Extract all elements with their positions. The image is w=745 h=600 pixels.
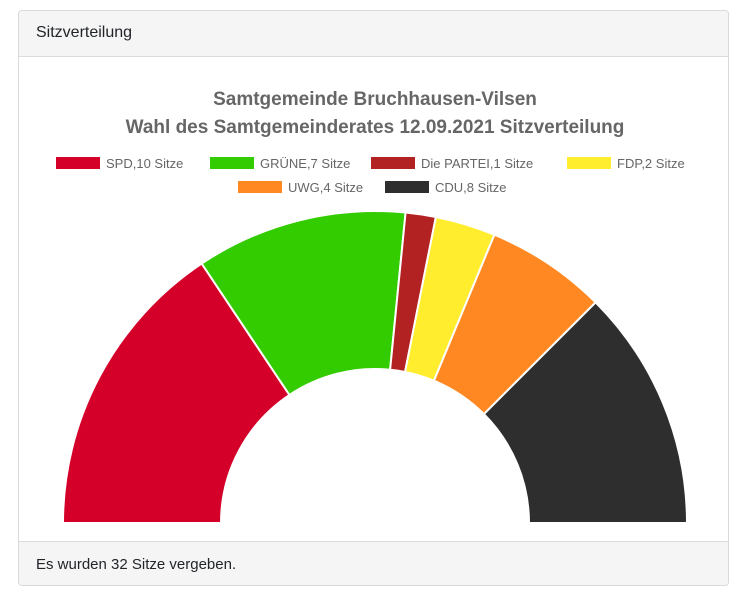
- chart-legend: SPD,10 Sitze GRÜNE,7 Sitze Die PARTEI,1 Si…: [56, 156, 685, 195]
- legend-label: CDU,8 Sitze: [435, 180, 507, 195]
- legend-item-grüne[interactable]: GRÜNE,7 Sitze: [210, 156, 350, 171]
- legend-swatch: [210, 157, 254, 169]
- legend-label: Die PARTEI,1 Sitze: [421, 156, 533, 171]
- seat-distribution-chart: Samtgemeinde Bruchhausen-Vilsen Wahl des…: [56, 89, 689, 524]
- legend-swatch: [371, 157, 415, 169]
- legend-item-cdu[interactable]: CDU,8 Sitze: [385, 180, 507, 195]
- chart-slices: [61, 210, 689, 524]
- chart-subtitle: Wahl des Samtgemeinderates 12.09.2021 Si…: [126, 117, 625, 138]
- legend-label: FDP,2 Sitze: [617, 156, 685, 171]
- legend-swatch: [567, 157, 611, 169]
- chart-title: Samtgemeinde Bruchhausen-Vilsen: [213, 89, 537, 110]
- legend-label: UWG,4 Sitze: [288, 180, 363, 195]
- card-header: Sitzverteilung: [19, 11, 728, 57]
- chart-area: Samtgemeinde Bruchhausen-Vilsen Wahl des…: [19, 57, 728, 543]
- legend-label: GRÜNE,7 Sitze: [260, 156, 350, 171]
- legend-label: SPD,10 Sitze: [106, 156, 183, 171]
- legend-item-die-partei[interactable]: Die PARTEI,1 Sitze: [371, 156, 533, 171]
- legend-item-fdp[interactable]: FDP,2 Sitze: [567, 156, 685, 171]
- legend-swatch: [385, 181, 429, 193]
- legend-item-spd[interactable]: SPD,10 Sitze: [56, 156, 183, 171]
- seat-distribution-card: Sitzverteilung Samtgemeinde Bruchhausen-…: [18, 10, 729, 586]
- legend-item-uwg[interactable]: UWG,4 Sitze: [238, 180, 363, 195]
- slice-cdu[interactable]: [482, 300, 689, 524]
- legend-swatch: [56, 157, 100, 169]
- slice-spd[interactable]: [61, 262, 291, 524]
- legend-swatch: [238, 181, 282, 193]
- card-footer: Es wurden 32 Sitze vergeben.: [19, 541, 728, 585]
